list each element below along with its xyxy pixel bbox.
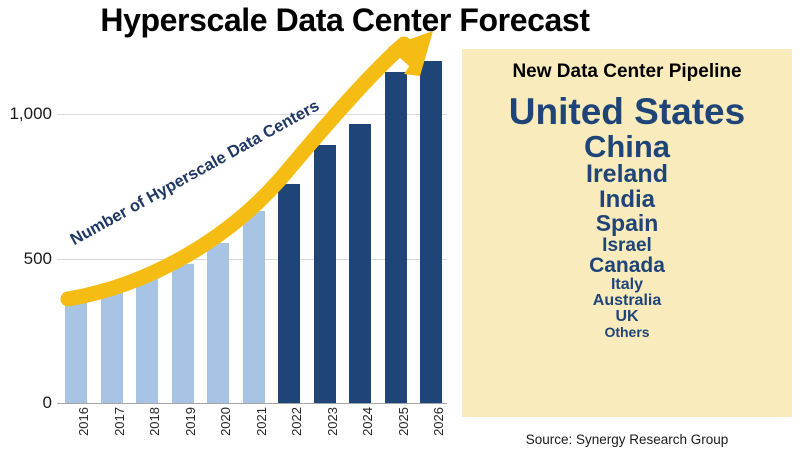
bar-2026 (420, 61, 442, 403)
pipeline-country-item: China (583, 128, 671, 164)
pipeline-panel-title: New Data Center Pipeline (512, 61, 742, 82)
y-axis-tick-500: 500 (23, 248, 52, 268)
x-axis-tick-label: 2021 (253, 407, 269, 436)
pipeline-country-item: Spain (595, 210, 659, 237)
x-axis: 2016 2017 2018 2019 2020 2021 2022 2023 2024 2025… (57, 405, 447, 459)
axis-baseline (57, 403, 447, 404)
x-axis-tick-2021: 2021 (243, 405, 269, 455)
x-axis-tick-2016: 2016 (65, 405, 91, 455)
pipeline-panel: New Data Center Pipeline United States Ch… (462, 49, 792, 417)
x-axis-tick-label: 2016 (76, 407, 91, 436)
x-axis-tick-label: 2017 (111, 407, 127, 436)
pipeline-country-item: Australia (592, 291, 662, 309)
x-axis-tick-2019: 2019 (172, 405, 198, 455)
pipeline-country-list: United States China Ireland India Spain Israe… (462, 93, 792, 340)
pipeline-country-item: Italy (610, 275, 643, 293)
x-axis-tick-label: 2018 (147, 407, 162, 436)
bar-2018 (136, 275, 158, 403)
page-title: Hyperscale Data Center Forecast (100, 2, 590, 38)
pipeline-country-item: Others (604, 324, 650, 341)
bar-2025 (384, 72, 407, 403)
x-axis-tick-2018: 2018 (136, 405, 162, 455)
y-axis-tick-0: 0 (42, 393, 52, 412)
x-axis-tick-2025: 2025 (385, 405, 411, 455)
x-axis-tick-label: 2022 (289, 407, 304, 436)
pipeline-country-item: UK (615, 308, 639, 326)
bar-2021 (242, 210, 265, 403)
x-axis-tick-2017: 2017 (101, 405, 127, 455)
bar-2017 (100, 290, 123, 403)
bar-2022 (278, 183, 300, 403)
bar-2020 (207, 242, 229, 403)
x-axis-tick-label: 2020 (218, 407, 233, 436)
pipeline-country-item: United States (508, 91, 746, 132)
bar-2016 (65, 298, 87, 403)
x-axis-tick-label: 2019 (182, 407, 198, 436)
x-axis-tick-label: 2023 (324, 407, 340, 436)
y-axis-tick-1000: 1,000 (9, 104, 52, 124)
x-axis-tick-label: 2025 (395, 407, 411, 436)
x-axis-tick-2026: 2026 (420, 405, 446, 455)
source-note: Source: Synergy Research Group (525, 432, 729, 447)
bar-2024 (349, 123, 371, 403)
x-axis-tick-label: 2026 (431, 407, 446, 436)
bar-2023 (313, 144, 336, 403)
pipeline-country-item: Israel (602, 234, 652, 256)
x-axis-tick-label: 2024 (360, 407, 375, 436)
bar-2019 (171, 263, 194, 403)
plot-area (57, 36, 447, 404)
y-axis: 1,000 500 0 (0, 36, 52, 411)
x-axis-tick-2022: 2022 (278, 405, 304, 455)
pipeline-country-item: Ireland (586, 160, 668, 189)
x-axis-tick-2024: 2024 (349, 405, 375, 455)
x-axis-tick-2023: 2023 (314, 405, 340, 455)
pipeline-country-item: India (598, 185, 655, 213)
x-axis-tick-2020: 2020 (207, 405, 233, 455)
pipeline-country-item: Canada (589, 254, 665, 278)
